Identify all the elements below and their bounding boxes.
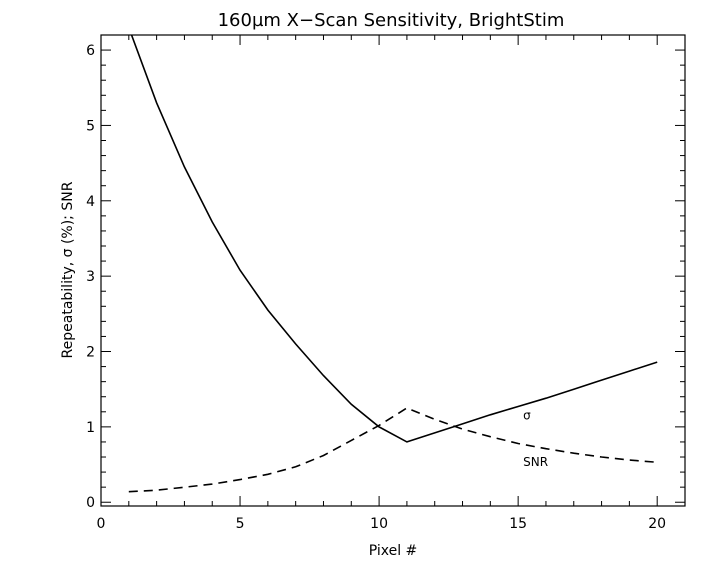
y-tick-label: 6 (86, 43, 95, 59)
y-tick-label: 3 (86, 269, 95, 285)
x-tick-label: 10 (370, 516, 388, 532)
x-tick-label: 0 (97, 516, 106, 532)
plot-frame (100, 34, 686, 507)
y-tick-label: 1 (86, 420, 95, 436)
x-axis-title: Pixel # (369, 543, 418, 559)
series-line-sigma (130, 35, 658, 443)
chart-title: 160µm X−Scan Sensitivity, BrightStim (218, 10, 565, 31)
series-group (128, 35, 658, 493)
axis-ticks: 0 5 10 15 20 0 1 2 3 4 5 6 (86, 35, 686, 532)
x-tick-label: 15 (509, 516, 527, 532)
y-tick-label: 4 (86, 194, 95, 210)
annotations-group: σ SNR (523, 408, 548, 469)
y-axis-title: Repeatability, σ (%); SNR (60, 181, 76, 358)
series-line-snr (128, 407, 658, 493)
x-tick-label: 20 (648, 516, 666, 532)
sigma-series-label: σ (523, 408, 531, 422)
snr-series-label: SNR (523, 455, 548, 469)
x-tick-label: 5 (236, 516, 245, 532)
y-tick-label: 0 (86, 495, 95, 511)
y-tick-label: 2 (86, 345, 95, 361)
y-tick-label: 5 (86, 118, 95, 134)
